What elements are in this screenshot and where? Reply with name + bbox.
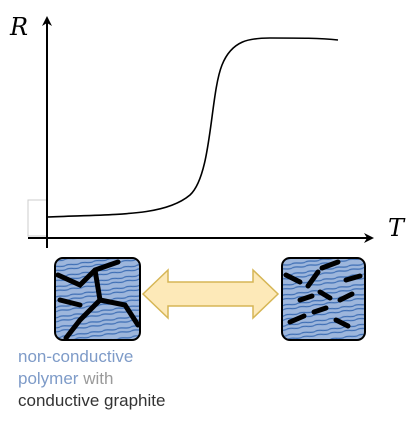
y-axis-label: R bbox=[9, 13, 28, 41]
right-sample bbox=[281, 257, 366, 341]
caption-line: conductive graphite bbox=[18, 391, 165, 410]
resistance-curve bbox=[46, 37, 339, 218]
caption-line: non-conductive bbox=[18, 347, 133, 366]
double-arrow bbox=[141, 268, 280, 320]
caption-word: polymer bbox=[18, 369, 79, 388]
baseline-box bbox=[27, 199, 48, 237]
left-sample bbox=[54, 257, 141, 341]
caption-line: polymer with bbox=[18, 369, 113, 388]
x-axis-label: T bbox=[388, 214, 406, 242]
caption-word: with bbox=[82, 369, 113, 388]
